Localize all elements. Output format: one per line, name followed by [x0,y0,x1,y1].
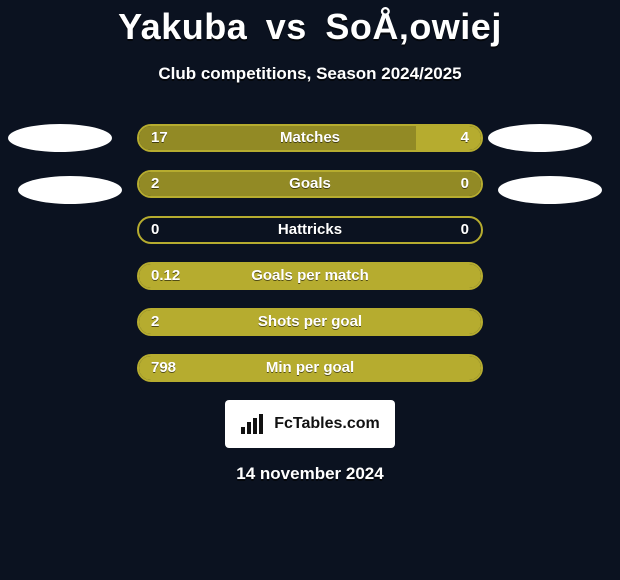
stat-label: Hattricks [139,218,481,242]
stat-bar-right [416,126,481,150]
player2-name: SoÅ‚owiej [325,6,502,47]
stat-row: Matches174 [137,124,483,152]
stat-row: Goals per match0.12 [137,262,483,290]
stat-value-left: 0 [151,218,159,242]
stat-row: Hattricks0 0 [137,216,483,244]
avatar-ellipse [488,124,592,152]
avatar-ellipse [18,176,122,204]
bars-icon [240,413,266,435]
vs-separator: vs [258,6,315,47]
source-badge-text: FcTables.com [274,415,380,433]
stat-bar-left [139,126,416,150]
stat-bar-full [139,356,481,380]
source-badge: FcTables.com [225,400,395,448]
date-text: 14 november 2024 [0,464,620,484]
stat-row: Shots per goal2 [137,308,483,336]
stat-row: Goals20 [137,170,483,198]
stat-value-right: 0 [461,218,469,242]
stat-row: Min per goal798 [137,354,483,382]
stat-rows: Matches174 Goals20 Hattricks0 0 Goals per ma… [0,124,620,382]
page-title: Yakuba vs SoÅ‚owiej [0,6,620,48]
player1-name: Yakuba [118,6,247,47]
avatar-ellipse [8,124,112,152]
stat-bar-left [139,172,481,196]
avatar-ellipse [498,176,602,204]
subtitle: Club competitions, Season 2024/2025 [0,64,620,84]
stat-bar-full [139,264,481,288]
infographic-root: Yakuba vs SoÅ‚owiej Club competitions, S… [0,0,620,580]
stat-bar-full [139,310,481,334]
